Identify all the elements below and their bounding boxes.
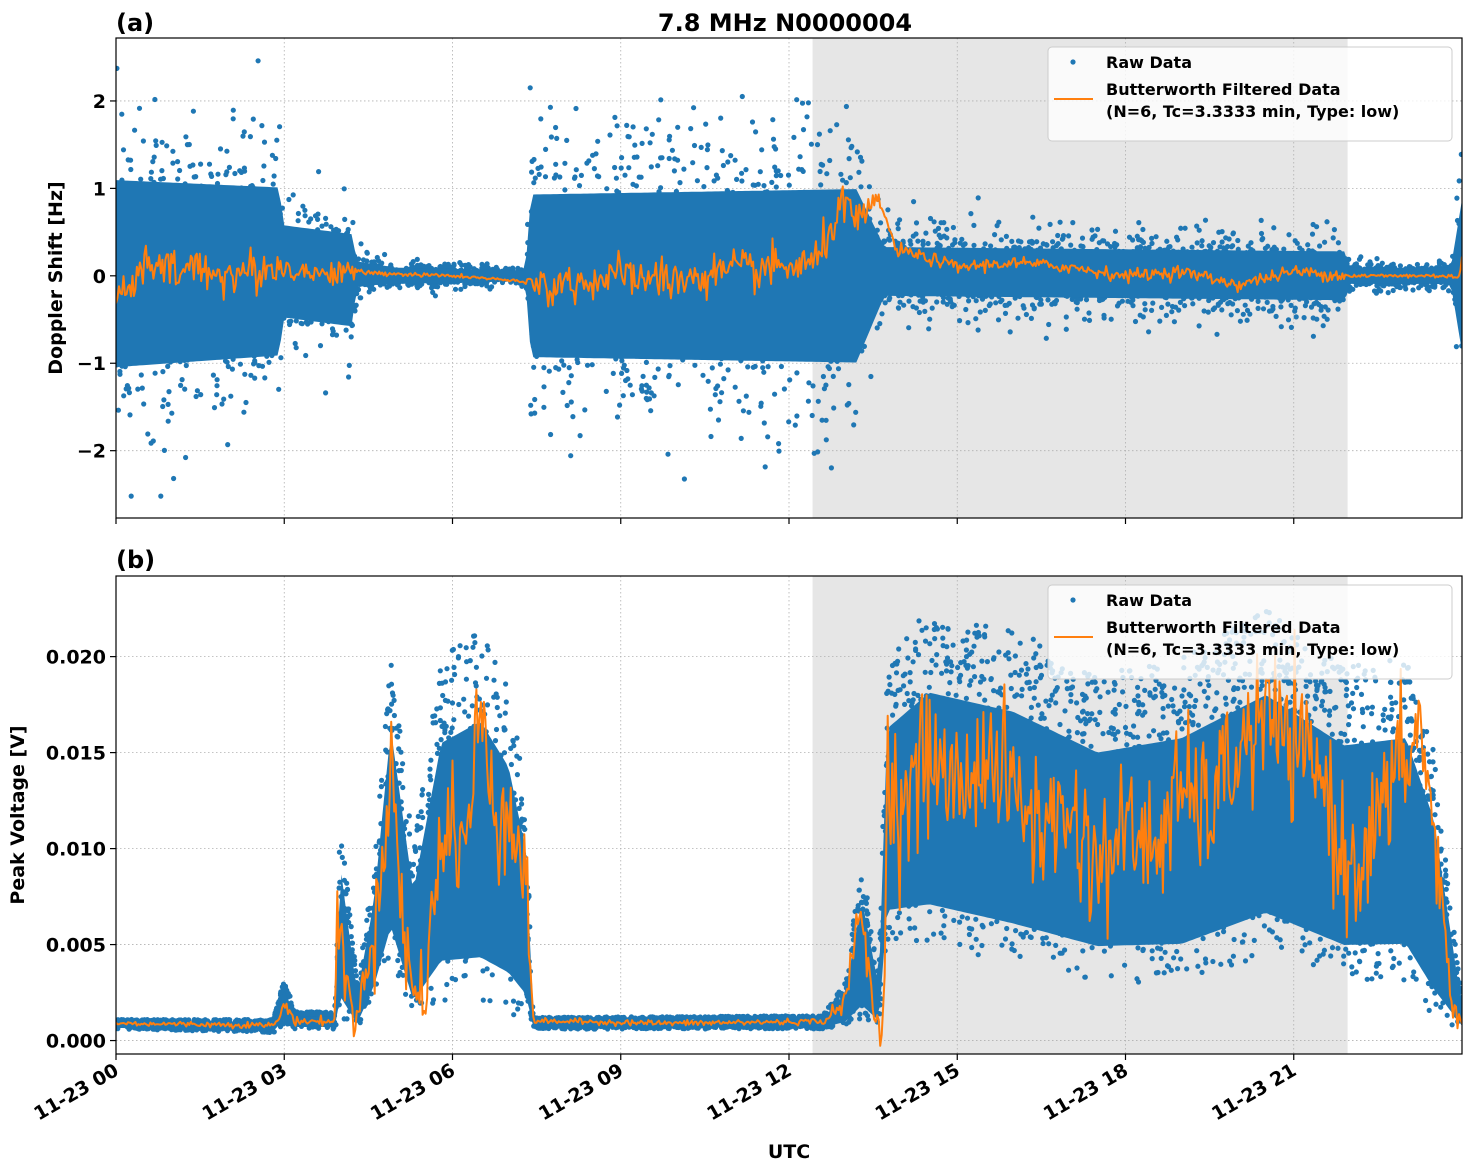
- filtered-data-line: [116, 629, 1462, 1047]
- raw-data-series: [116, 58, 1462, 499]
- legend-filtered-label: Butterworth Filtered Data: [1106, 618, 1341, 637]
- x-tick-label: 11-23 00: [30, 1059, 122, 1125]
- panel-a: −2 −1 0 1 2 Raw Data Butterworth Filtered Data…: [77, 37, 1463, 524]
- y-axis-label-b: Peak Voltage [V]: [7, 725, 29, 904]
- y-tick-label: −2: [77, 441, 106, 463]
- panel-a-label: (a): [116, 9, 154, 37]
- raw-data-series: [116, 609, 1462, 1047]
- legend-box: [1047, 584, 1453, 680]
- y-tick-label: 0.005: [46, 935, 106, 957]
- y-tick-label: 0: [93, 266, 106, 288]
- legend-raw-marker: [1070, 59, 1076, 65]
- legend-raw-label: Raw Data: [1106, 591, 1192, 610]
- x-tick-label: 11-23 18: [1040, 1059, 1132, 1125]
- x-tick-label: 11-23 15: [871, 1059, 963, 1125]
- legend-raw-marker: [1070, 597, 1076, 603]
- panel-b-label: (b): [116, 546, 155, 574]
- x-tick-label: 11-23 12: [703, 1059, 795, 1125]
- x-tick-label: 11-23 21: [1208, 1059, 1300, 1125]
- y-tick-label: 0.020: [46, 647, 106, 669]
- y-tick-label: 0.000: [46, 1031, 106, 1053]
- y-axis-label-a: Doppler Shift [Hz]: [45, 181, 67, 374]
- x-tick-label: 11-23 06: [367, 1059, 459, 1125]
- legend-filtered-label: Butterworth Filtered Data: [1106, 80, 1341, 99]
- chart-title: 7.8 MHz N0000004: [658, 9, 912, 37]
- legend: Raw Data Butterworth Filtered Data (N=6, T…: [1047, 584, 1453, 680]
- y-tick-label: 1: [93, 178, 106, 200]
- legend-box: [1047, 46, 1453, 142]
- x-axis-label: UTC: [768, 1141, 810, 1163]
- legend-raw-label: Raw Data: [1106, 53, 1192, 72]
- legend: Raw Data Butterworth Filtered Data (N=6, T…: [1047, 46, 1453, 142]
- legend-filtered-params: (N=6, Tc=3.3333 min, Type: low): [1106, 102, 1399, 121]
- y-tick-label: 0.015: [46, 743, 106, 765]
- x-tick-label: 11-23 03: [198, 1059, 290, 1125]
- y-tick-label: 0.010: [46, 839, 106, 861]
- panel-b: 0.000 0.005 0.010 0.015 0.020 11-23 00 11-23 0…: [30, 575, 1463, 1125]
- x-tick-label: 11-23 09: [535, 1059, 627, 1125]
- y-tick-label: −1: [77, 353, 106, 375]
- filtered-data-line: [116, 185, 1462, 308]
- legend-filtered-params: (N=6, Tc=3.3333 min, Type: low): [1106, 640, 1399, 659]
- y-tick-label: 2: [93, 91, 106, 113]
